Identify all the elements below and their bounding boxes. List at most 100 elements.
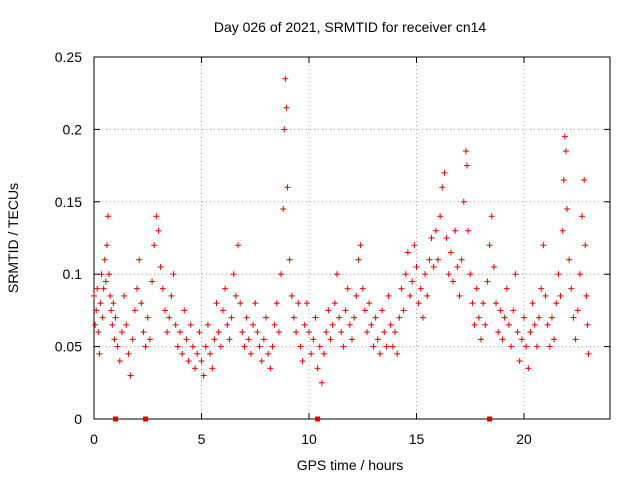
data-point [475,314,482,321]
data-point [192,365,199,372]
data-point [562,148,569,155]
data-point [207,350,214,357]
data-point [228,314,235,321]
data-point [566,256,573,263]
data-point [127,372,134,379]
data-point [546,343,553,350]
data-point [230,271,237,278]
data-point [419,314,426,321]
data-point [368,321,375,328]
data-point [490,263,497,270]
data-point [478,336,484,343]
data-point [92,321,99,328]
x-tick-label: 0 [90,431,98,447]
data-point [514,329,521,336]
data-point [138,300,145,307]
data-point [501,314,508,321]
data-point [198,358,205,365]
data-point [220,307,226,314]
data-point [245,336,252,343]
data-point [290,314,297,321]
data-point [404,249,411,256]
data-point [95,329,102,336]
data-point [131,307,138,314]
data-point [239,329,246,336]
data-point [469,300,476,307]
data-point [488,213,495,220]
data-point [471,321,478,328]
data-point [96,350,103,357]
data-point [116,358,123,365]
data-point [510,307,517,314]
data-point [381,329,388,336]
baseline-marker [113,416,118,422]
data-point [439,184,446,191]
data-point [531,321,538,328]
data-point [237,300,244,307]
data-point [340,343,347,350]
data-point [94,285,101,292]
data-point [376,350,383,357]
data-point [114,343,121,350]
y-tick-label: 0.15 [55,194,82,210]
data-point [364,329,371,336]
data-point [557,292,564,299]
data-point [209,365,216,372]
data-point [503,285,510,292]
data-point [465,227,472,234]
data-point [299,358,306,365]
data-point [200,372,207,379]
data-point [551,336,558,343]
data-point [398,285,405,292]
chart-title: Day 026 of 2021, SRMTID for receiver cn1… [214,19,487,35]
data-point [278,271,285,278]
data-point [108,307,115,314]
data-point [314,365,321,372]
data-point [417,285,424,292]
data-point [424,292,431,299]
baseline-marker [315,416,321,422]
x-tick-label: 20 [516,431,532,447]
data-point [445,271,452,278]
data-point [325,307,332,314]
data-point [136,256,143,263]
data-point [280,206,287,213]
data-points [91,75,592,386]
data-point [392,329,398,336]
data-point [267,365,274,372]
data-point [467,271,474,278]
data-point [110,300,117,307]
data-point [91,292,97,299]
data-point [422,271,429,278]
data-point [452,227,459,234]
data-point [458,256,465,263]
data-point [342,307,349,314]
y-axis-label: SRMTID / TECUs [5,183,21,293]
x-tick-label: 10 [301,431,317,447]
data-point [355,256,362,263]
data-point [215,329,222,336]
data-point [288,292,295,299]
data-point [353,292,360,299]
data-point [247,350,254,357]
data-point [495,329,502,336]
data-point [366,300,373,307]
data-point [370,343,377,350]
data-point [574,307,581,314]
data-point [542,292,549,299]
data-point [194,350,201,357]
x-axis-tick-labels: 0 5 10 15 20 [90,431,532,447]
data-point [149,278,156,285]
data-point [582,242,589,249]
data-point [252,300,259,307]
data-point [243,314,250,321]
data-point [125,350,132,357]
data-point [357,242,364,249]
data-point [155,227,162,234]
data-point [101,256,108,263]
data-point [260,336,267,343]
data-point [327,336,334,343]
data-point [389,343,396,350]
data-point [331,300,338,307]
data-point [308,350,315,357]
